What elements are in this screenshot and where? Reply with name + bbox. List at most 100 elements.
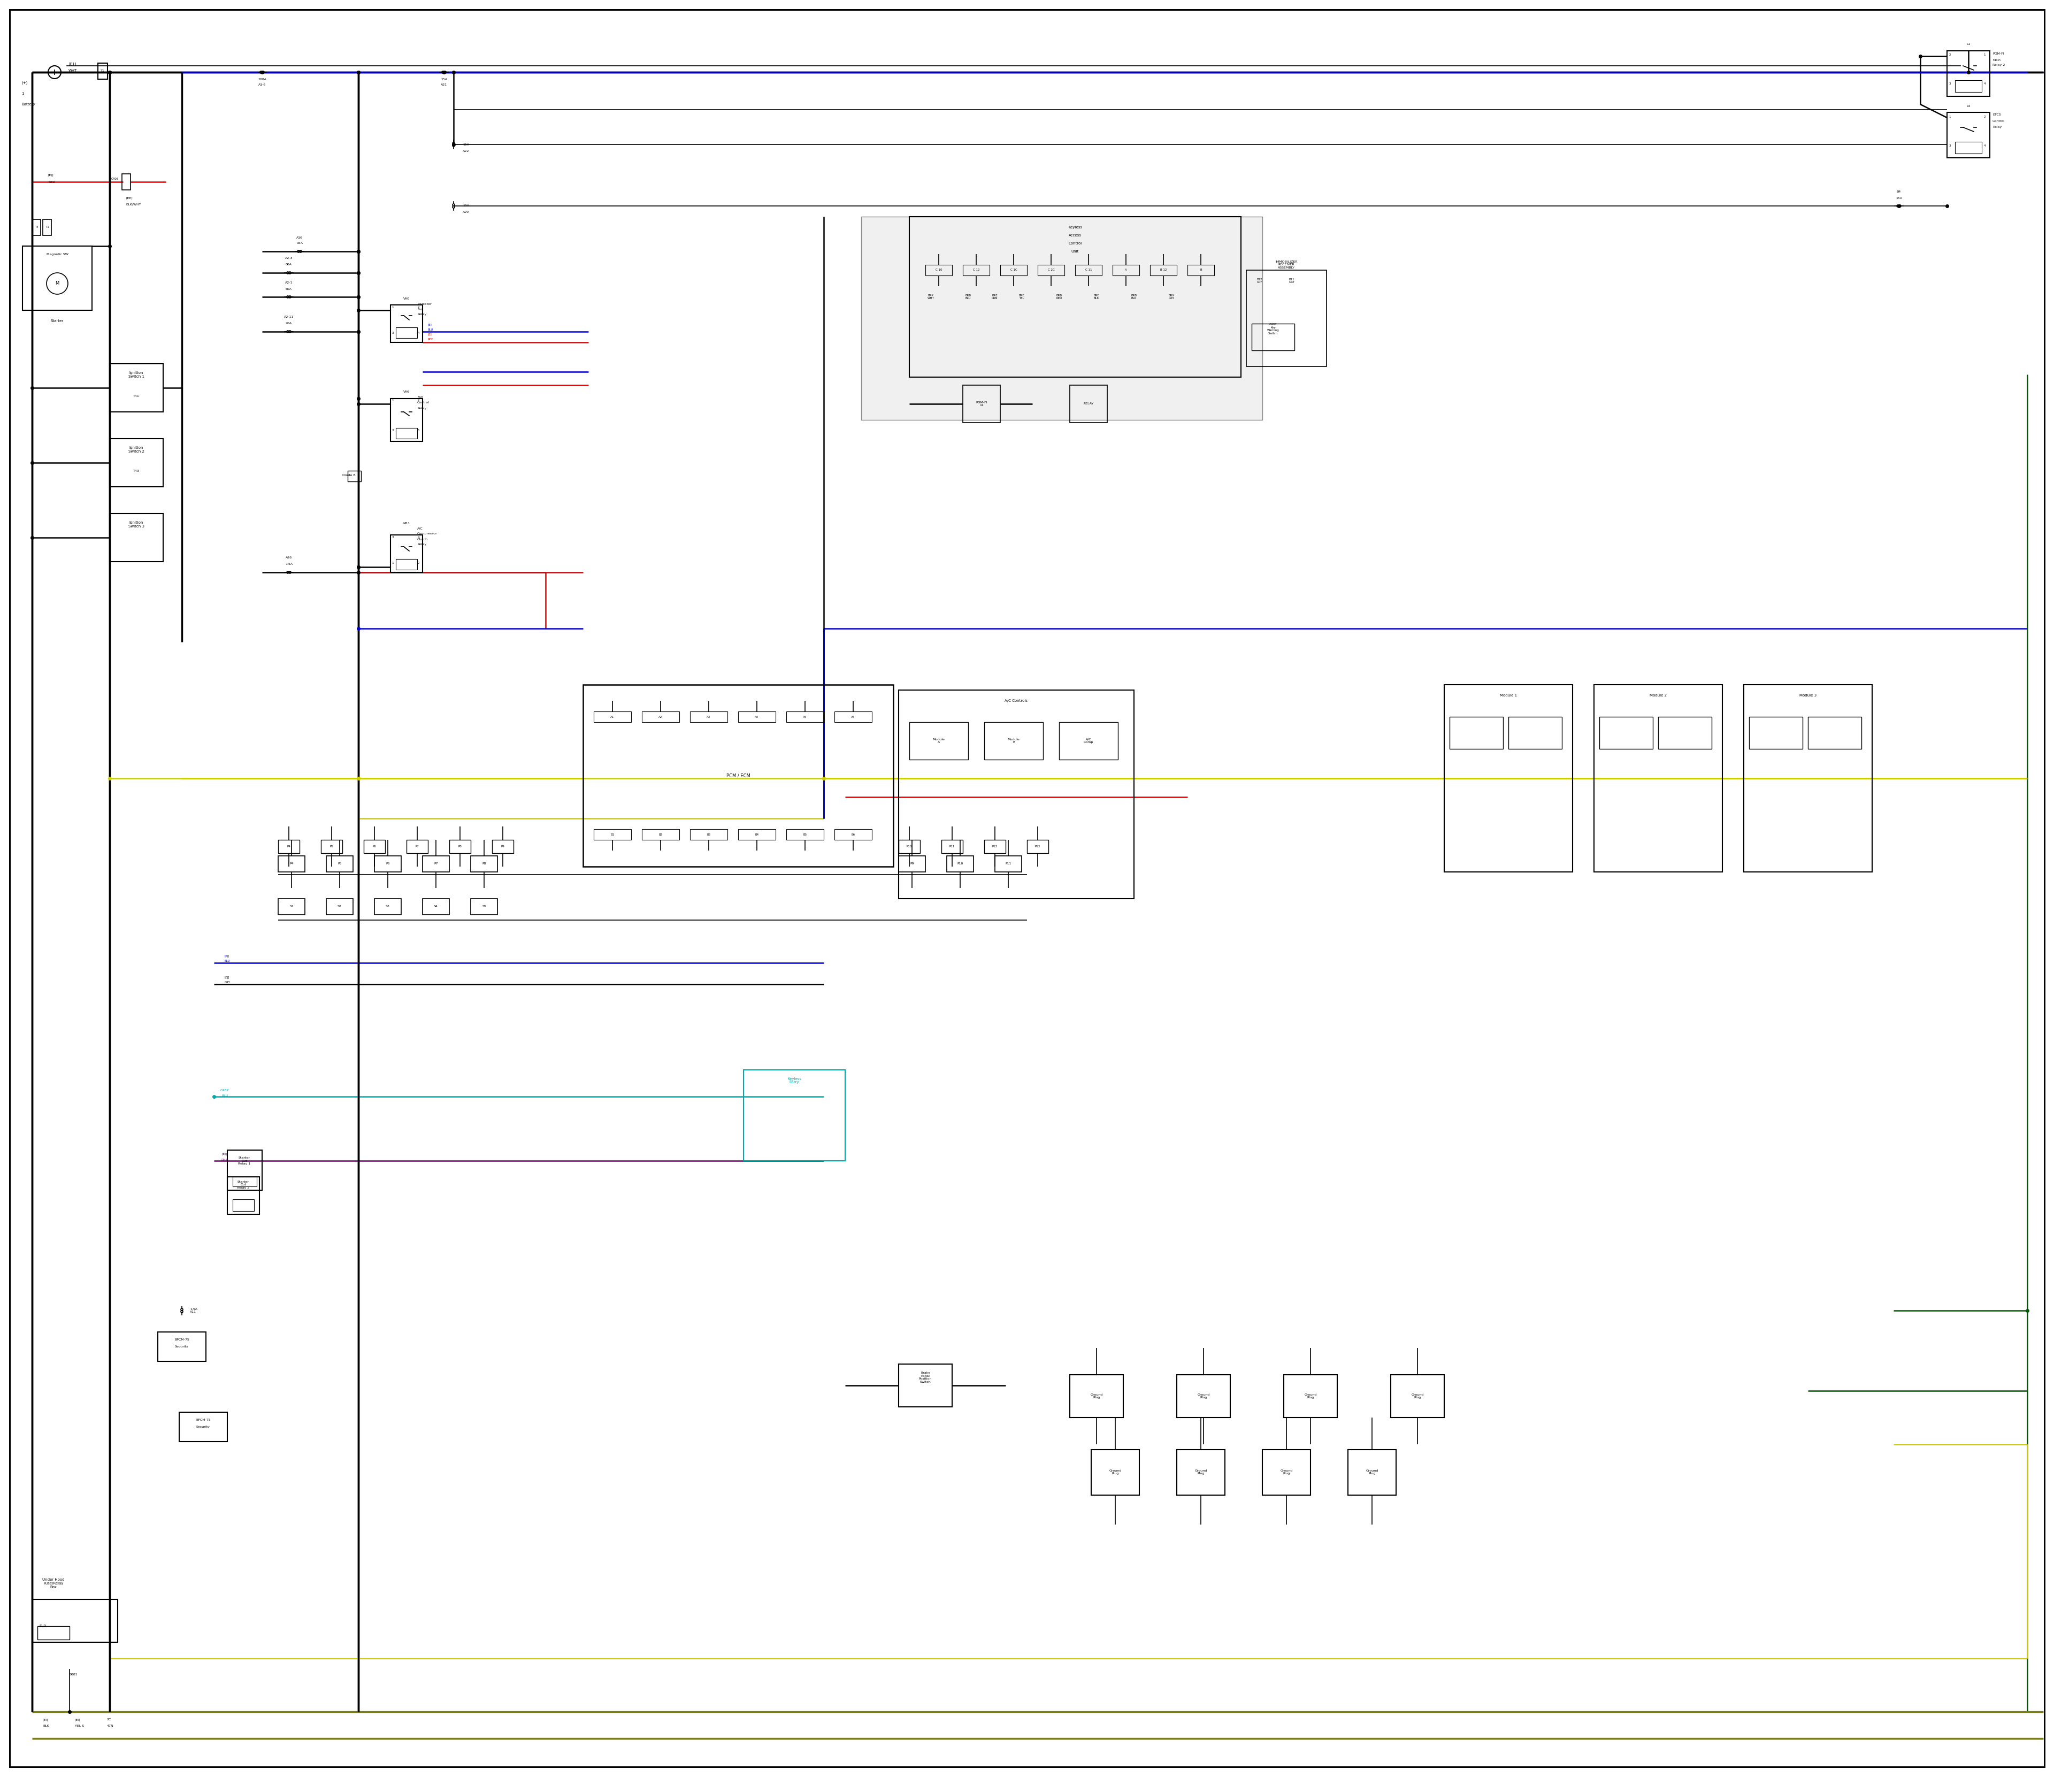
Text: C487: C487: [220, 1090, 228, 1091]
Bar: [900, 1364, 953, 1407]
Text: PGM-FI: PGM-FI: [1992, 52, 2005, 56]
Text: 47N: 47N: [107, 1726, 113, 1727]
Text: Relay: Relay: [417, 407, 427, 410]
Text: BLU: BLU: [222, 1095, 228, 1097]
Text: Module 2: Module 2: [1649, 694, 1666, 697]
Text: [EI]: [EI]: [43, 1719, 49, 1720]
Bar: [390, 398, 423, 441]
Bar: [1060, 722, 1117, 760]
Text: Fan: Fan: [417, 308, 423, 310]
Text: 15A: 15A: [462, 143, 468, 145]
Text: IMMOBILIZER
RECEIVER
ASSEMBLY: IMMOBILIZER RECEIVER ASSEMBLY: [1276, 260, 1298, 269]
Text: A2-1: A2-1: [286, 281, 292, 283]
Text: Control: Control: [1068, 242, 1082, 246]
Text: S3: S3: [386, 905, 390, 909]
Text: P6: P6: [372, 844, 376, 848]
Text: [E]: [E]: [427, 333, 431, 335]
Bar: [787, 830, 824, 840]
Bar: [744, 1070, 844, 1161]
Text: A2-3: A2-3: [286, 256, 294, 260]
Text: Relay: Relay: [1992, 125, 2003, 127]
Text: [EI]: [EI]: [74, 1719, 80, 1720]
Text: RED: RED: [47, 181, 55, 183]
Bar: [179, 1412, 228, 1441]
Bar: [1947, 113, 1990, 158]
Text: P10: P10: [957, 862, 963, 866]
Text: B11
GRY: B11 GRY: [1288, 278, 1294, 283]
Text: Under Hood
Fuse/Relay
Box: Under Hood Fuse/Relay Box: [43, 1579, 64, 1590]
Bar: [493, 840, 514, 853]
Text: BRB
RED: BRB RED: [1056, 294, 1062, 299]
Bar: [641, 830, 680, 840]
Bar: [1444, 685, 1573, 873]
Text: RED: RED: [427, 339, 433, 340]
Bar: [1037, 265, 1064, 276]
Text: BPCM-75: BPCM-75: [195, 1419, 212, 1421]
Bar: [1594, 685, 1723, 873]
Bar: [228, 1150, 263, 1190]
Text: [E1]: [E1]: [68, 63, 76, 66]
Text: P6: P6: [386, 862, 390, 866]
Bar: [109, 514, 162, 561]
Text: P4: P4: [290, 862, 294, 866]
Text: B3: B3: [707, 833, 711, 835]
Text: P5: P5: [331, 844, 333, 848]
Bar: [1391, 1374, 1444, 1417]
Bar: [396, 328, 417, 339]
Text: P13: P13: [1035, 844, 1041, 848]
Bar: [1808, 717, 1861, 749]
Text: C 2C: C 2C: [1048, 269, 1054, 271]
Text: Ground
Plug: Ground Plug: [1366, 1469, 1378, 1475]
Text: ETCS: ETCS: [1992, 113, 2001, 116]
Text: M11: M11: [403, 521, 411, 525]
Text: Starter
Cut
Relay 1: Starter Cut Relay 1: [238, 1156, 251, 1165]
Text: T4: T4: [35, 226, 39, 229]
Text: C 1C: C 1C: [1011, 269, 1017, 271]
Bar: [327, 857, 353, 873]
Text: Diode B: Diode B: [343, 473, 355, 477]
Text: 15A: 15A: [442, 79, 448, 81]
Text: B1: B1: [610, 833, 614, 835]
Bar: [834, 830, 871, 840]
Bar: [941, 840, 963, 853]
Bar: [1000, 265, 1027, 276]
Text: PGM-FI
11: PGM-FI 11: [976, 401, 988, 407]
Bar: [450, 840, 470, 853]
Text: T1: T1: [101, 70, 105, 72]
Text: G407
Key
Warning
Switch: G407 Key Warning Switch: [1267, 323, 1280, 335]
Text: Module 1: Module 1: [1499, 694, 1518, 697]
Bar: [1347, 1450, 1397, 1495]
Bar: [910, 217, 1241, 376]
Bar: [1955, 81, 1982, 91]
Text: 15A: 15A: [296, 242, 302, 246]
Bar: [470, 898, 497, 914]
Text: 1: 1: [21, 91, 25, 95]
Text: A16: A16: [296, 237, 302, 240]
Text: GRY: GRY: [224, 982, 230, 984]
Bar: [1955, 142, 1982, 154]
Text: T41: T41: [134, 394, 140, 398]
Bar: [1177, 1450, 1224, 1495]
Text: Keyless: Keyless: [1068, 226, 1082, 229]
Text: C 12: C 12: [974, 269, 980, 271]
Text: Module
A: Module A: [933, 738, 945, 744]
Text: A5: A5: [803, 715, 807, 719]
Text: T1: T1: [45, 226, 49, 229]
Text: P4: P4: [288, 844, 292, 848]
Bar: [1247, 271, 1327, 366]
Text: Magnetic SW: Magnetic SW: [47, 253, 68, 256]
Text: BRB
BLU: BRB BLU: [965, 294, 972, 299]
Text: A4: A4: [756, 715, 758, 719]
Bar: [594, 830, 631, 840]
Bar: [1658, 717, 1711, 749]
Text: A29: A29: [462, 211, 468, 213]
Text: BLU: BLU: [224, 961, 230, 962]
Text: S2: S2: [337, 905, 341, 909]
Text: A22: A22: [462, 149, 468, 152]
Text: Brake
Pedal
Position
Switch: Brake Pedal Position Switch: [918, 1371, 933, 1383]
Text: BRE
CRN: BRE CRN: [992, 294, 998, 299]
Bar: [926, 265, 953, 276]
Text: BRE
YEL: BRE YEL: [1019, 294, 1025, 299]
Text: Ground
Plug: Ground Plug: [1195, 1469, 1208, 1475]
Bar: [423, 898, 450, 914]
